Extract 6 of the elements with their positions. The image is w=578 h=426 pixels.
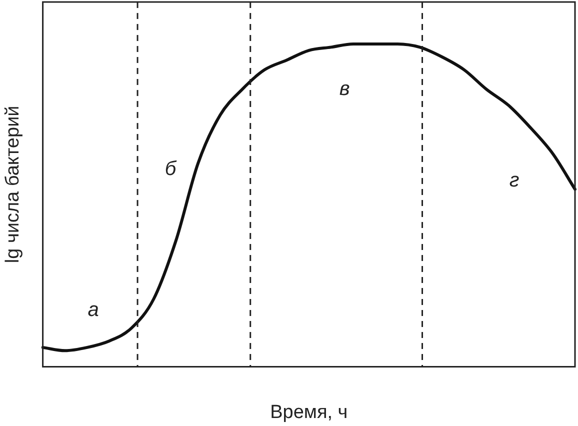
annotation: б [164,158,177,180]
x-axis-title: Время, ч [270,402,348,423]
annotation: а [88,298,99,321]
y-axis-title: lg числа бактерий [2,106,24,264]
annotation: г [509,169,520,192]
annotation: в [339,78,350,100]
